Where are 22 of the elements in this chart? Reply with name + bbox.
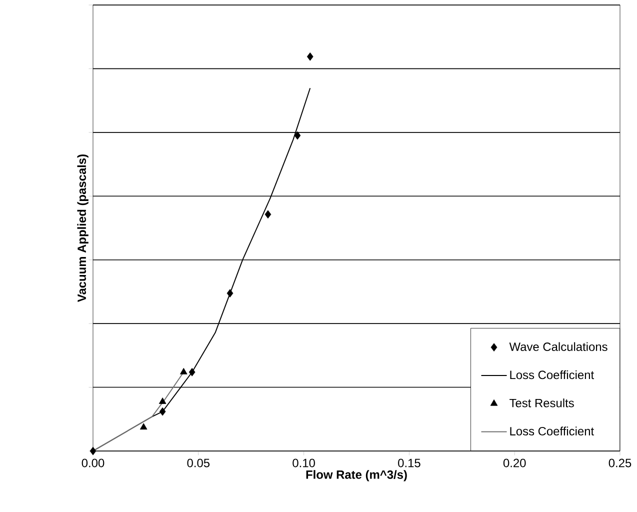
x-tick-label: 0.15: [398, 458, 420, 468]
point: [90, 446, 96, 456]
point: [294, 131, 301, 140]
x-tick-label: 0.10: [292, 458, 315, 468]
x-tick-label: 0.05: [187, 458, 210, 468]
legend-label: Loss Coefficient: [510, 370, 594, 380]
point: [158, 398, 166, 404]
point: [180, 368, 188, 374]
legend-label: Test Results: [510, 398, 574, 408]
legend-label: Loss Coefficient: [510, 426, 594, 436]
point: [188, 368, 196, 376]
point: [264, 210, 272, 219]
point: [140, 423, 148, 430]
point: [226, 289, 234, 298]
x-tick-label: 0.00: [82, 458, 104, 468]
x-axis-title: Flow Rate (m^3/s): [306, 470, 407, 482]
point: [159, 407, 166, 416]
x-tick-label: 0.25: [608, 458, 632, 468]
legend-label: Wave Calculations: [509, 342, 608, 351]
x-tick-label: 0.20: [503, 458, 526, 468]
point: [306, 52, 314, 61]
y-axis-title: Vacuum Applied (pascals): [77, 154, 88, 302]
